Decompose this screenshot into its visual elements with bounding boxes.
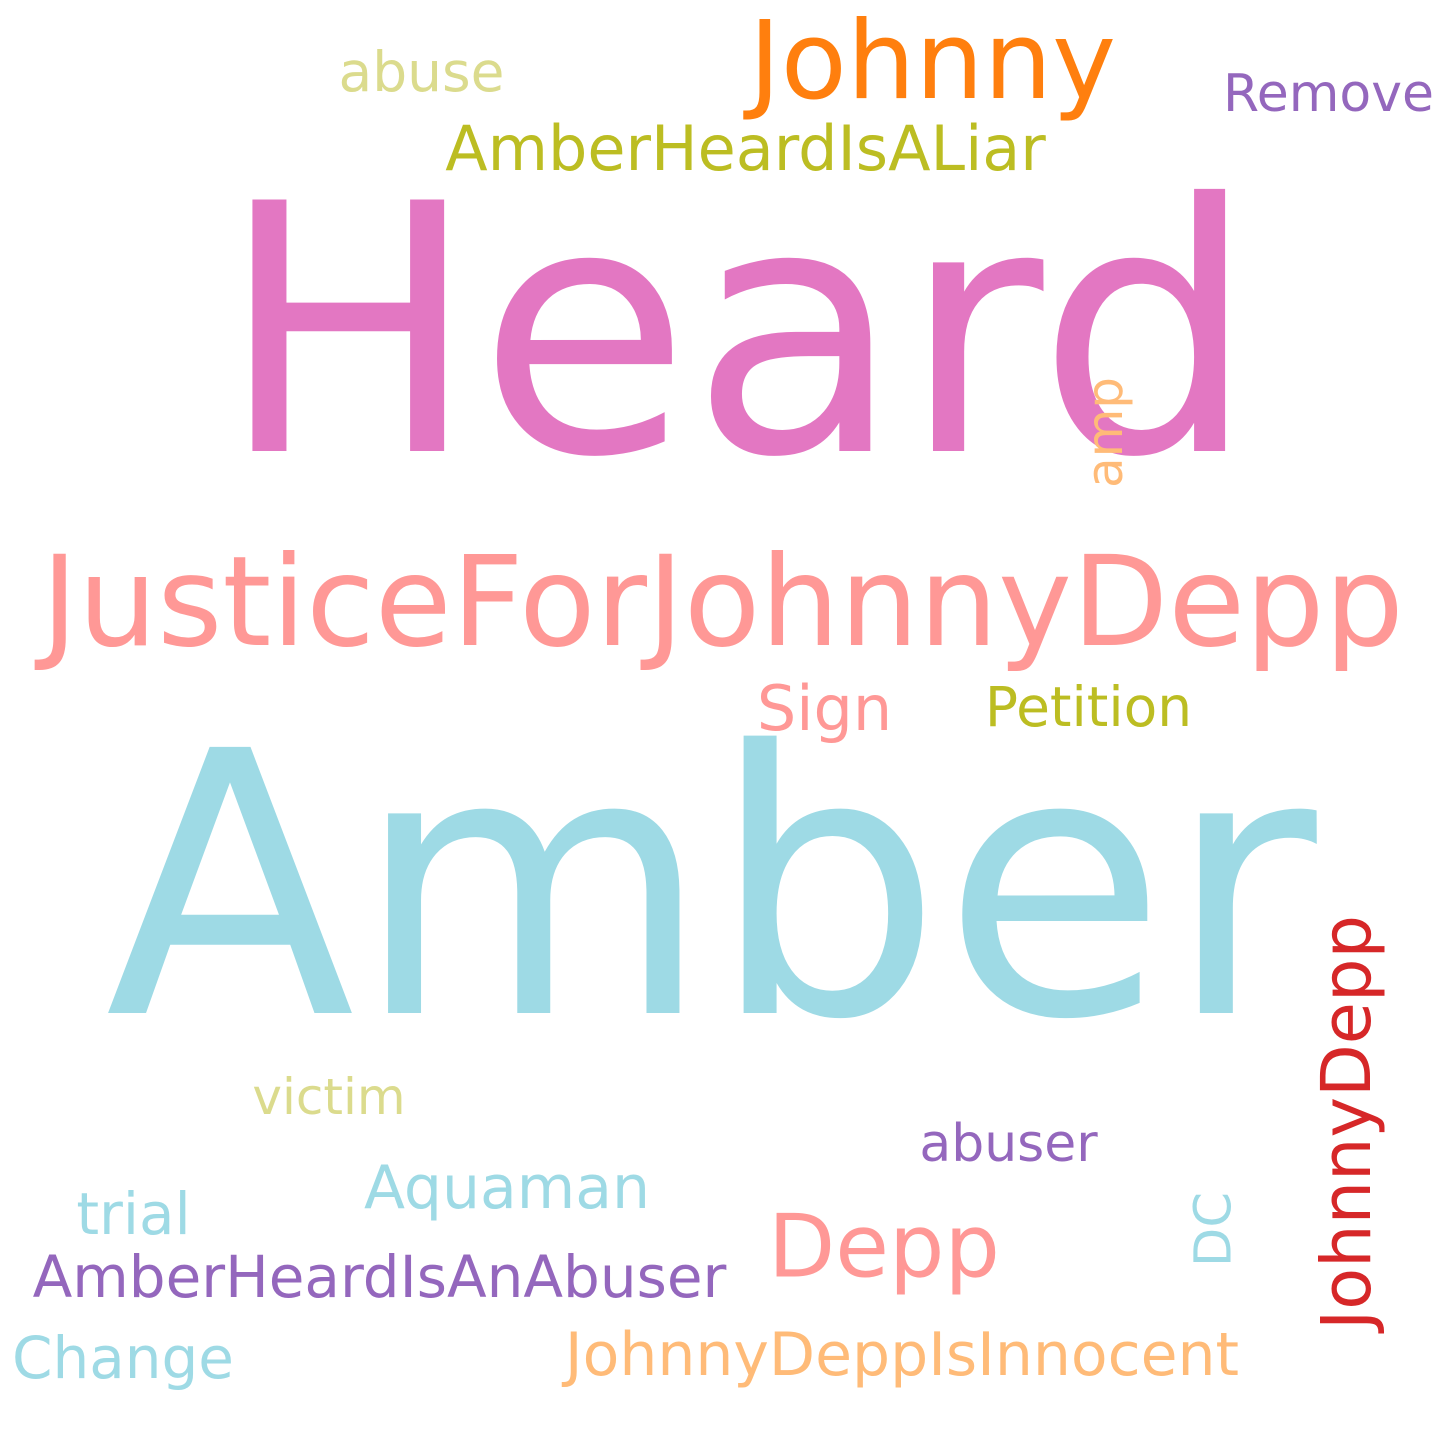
word-petition: Petition: [984, 675, 1193, 739]
word-heard: Heard: [218, 132, 1257, 533]
word-remove: Remove: [1222, 64, 1435, 124]
word-johnnydepp: JohnnyDepp: [1307, 915, 1388, 1330]
word-amberheardisanabuser: AmberHeardIsAnAbuser: [32, 1243, 727, 1311]
word-victim: victim: [252, 1068, 406, 1126]
word-depp: Depp: [768, 1195, 1000, 1298]
word-justicefor-johnnydepp: JusticeForJohnnyDepp: [41, 530, 1404, 675]
word-johnny: Johnny: [748, 0, 1117, 124]
word-amp: amp: [1076, 376, 1134, 489]
word-abuser: abuser: [919, 1114, 1098, 1174]
word-amber: Amber: [105, 675, 1317, 1100]
word-abuse: abuse: [338, 40, 505, 104]
word-change: Change: [12, 1324, 234, 1393]
word-trial: trial: [76, 1180, 191, 1248]
word-dc: DC: [1184, 1192, 1244, 1267]
word-johnnydeppisinnocent: JohnnyDeppIsInnocent: [564, 1320, 1240, 1390]
word-aquaman: Aquaman: [363, 1153, 651, 1223]
word-amberheardisaliar: AmberHeardIsALiar: [445, 112, 1046, 185]
word-sign: Sign: [756, 672, 893, 745]
